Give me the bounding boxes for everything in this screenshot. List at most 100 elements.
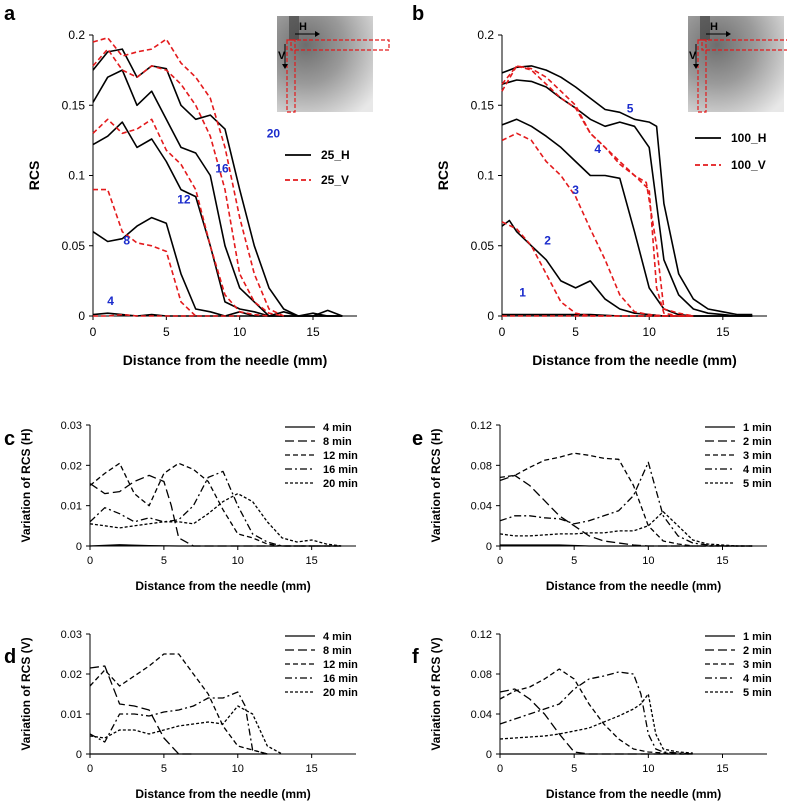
x-axis-label: Distance from the needle (mm) (546, 787, 721, 801)
y-tick-label: 0.04 (471, 709, 492, 721)
series-line-100_V-4 (501, 65, 694, 317)
curve-annotation: 2 (544, 233, 551, 247)
series-line-3-min (499, 668, 693, 755)
legend-label: 4 min (743, 464, 772, 476)
legend-label: 1 min (743, 631, 772, 643)
v-label: V (689, 50, 697, 62)
y-tick-label: 0.04 (471, 501, 492, 513)
y-axis-label: Variation of RCS (V) (429, 637, 443, 750)
legend-label: 2 min (743, 436, 772, 448)
x-tick-label: 0 (90, 325, 97, 339)
y-tick-label: 0.1 (477, 169, 494, 183)
inset-image: HV (277, 16, 390, 113)
series-line-25_V-16 (92, 48, 284, 317)
x-tick-label: 0 (87, 555, 93, 567)
series-line-16-min (89, 691, 268, 755)
series-line-25_H-12 (92, 121, 343, 317)
x-tick-label: 10 (232, 763, 244, 775)
y-tick-label: 0.2 (477, 28, 494, 42)
series-line-25_H-8 (92, 216, 343, 317)
series-line-100_V-2 (501, 221, 694, 317)
h-arrow-head (726, 31, 731, 37)
y-tick-label: 0.05 (471, 239, 495, 253)
legend-label: 25_H (321, 148, 350, 162)
series-line-5-min (499, 693, 693, 754)
legend-label: 4 min (323, 631, 352, 643)
x-axis-label: Distance from the needle (mm) (135, 579, 310, 593)
legend-label: 8 min (323, 645, 352, 657)
panel-label: e (412, 428, 423, 450)
legend-label: 5 min (743, 478, 772, 490)
series-line-2-min (499, 474, 753, 547)
legend-label: 16 min (323, 464, 358, 476)
y-tick-label: 0.12 (471, 420, 492, 432)
legend-label: 2 min (743, 645, 772, 657)
legend-label: 25_V (321, 173, 349, 187)
x-tick-label: 15 (716, 325, 730, 339)
panel-label: b (412, 3, 424, 25)
curve-annotation: 1 (519, 285, 526, 299)
y-tick-label: 0 (487, 309, 494, 323)
series-line-25_V-8 (93, 188, 197, 317)
h-label: H (299, 21, 307, 33)
h-region-outline (290, 39, 390, 51)
y-tick-label: 0.1 (68, 169, 85, 183)
series-line-16-min (89, 470, 342, 547)
x-tick-label: 15 (306, 763, 318, 775)
y-tick-label: 0.01 (61, 709, 82, 721)
x-tick-label: 5 (572, 325, 579, 339)
series-line-25_V-12 (92, 118, 270, 317)
y-tick-label: 0.08 (471, 460, 492, 472)
y-tick-label: 0.12 (471, 629, 492, 641)
y-tick-label: 0 (76, 749, 82, 761)
series-line-12-min (89, 462, 342, 547)
x-axis-label: Distance from the needle (mm) (546, 579, 721, 593)
x-axis-label: Distance from the needle (mm) (123, 352, 328, 368)
panel-e: e 0 0.04 0.08 0.12 0 5 10 15 Distance from the ne… (412, 420, 772, 593)
y-axis-label: RCS (26, 161, 42, 191)
series-line-2-min (499, 688, 693, 755)
x-tick-label: 0 (497, 763, 503, 775)
x-tick-label: 15 (306, 325, 320, 339)
legend-label: 12 min (323, 659, 358, 671)
series-line-25_V-4 (93, 313, 240, 317)
y-tick-label: 0.15 (62, 98, 86, 112)
x-tick-label: 10 (232, 555, 244, 567)
x-tick-label: 5 (163, 325, 170, 339)
x-tick-label: 15 (716, 555, 728, 567)
x-tick-label: 0 (499, 325, 506, 339)
x-tick-label: 10 (642, 763, 654, 775)
curve-annotation: 16 (215, 162, 229, 176)
x-tick-label: 5 (571, 763, 577, 775)
h-region-outline (701, 39, 787, 51)
y-tick-label: 0.01 (61, 501, 82, 513)
y-tick-label: 0.2 (68, 28, 85, 42)
curve-annotation: 12 (177, 193, 191, 207)
y-tick-label: 0.03 (61, 629, 82, 641)
legend-label: 100_V (731, 158, 766, 172)
legend-label: 20 min (323, 687, 358, 699)
y-tick-label: 0.08 (471, 669, 492, 681)
needle-shadow (289, 16, 299, 40)
y-tick-label: 0 (486, 749, 492, 761)
x-tick-label: 10 (233, 325, 247, 339)
series-line-25_V-20 (92, 36, 285, 317)
x-tick-label: 5 (571, 555, 577, 567)
y-tick-label: 0.03 (61, 420, 82, 432)
v-arrow-head (693, 64, 699, 69)
v-region-outline (697, 39, 707, 113)
curve-annotation: 20 (267, 127, 281, 141)
series-line-100_H-3 (501, 118, 753, 317)
h-label: H (710, 21, 718, 33)
series-line-12-min (89, 653, 268, 755)
v-region-outline (286, 39, 296, 113)
v-label: V (278, 50, 286, 62)
v-arrow-head (282, 64, 288, 69)
series-line-100_H-5 (501, 65, 753, 316)
series-line-4-min (499, 461, 753, 547)
curve-annotation: 4 (107, 294, 114, 308)
x-tick-label: 15 (716, 763, 728, 775)
legend-label: 12 min (323, 450, 358, 462)
